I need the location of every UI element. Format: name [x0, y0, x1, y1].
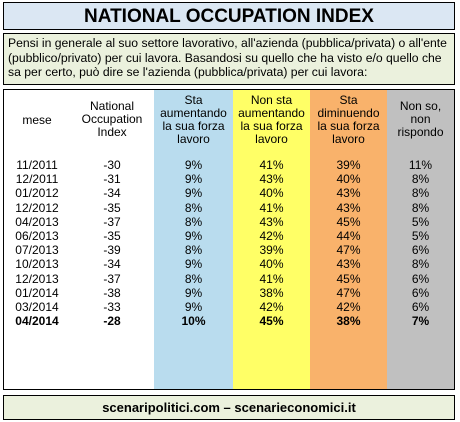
table-cell: 38%	[336, 314, 361, 329]
table-cell: 47%	[336, 285, 361, 300]
column-increasing-bg	[154, 90, 233, 389]
table-cell: 04/2013	[15, 214, 59, 229]
table-cell: -30	[103, 158, 121, 172]
table-cell: 44%	[336, 229, 361, 243]
table-cell: 7%	[411, 314, 430, 329]
table-cell: 01/2014	[15, 285, 59, 300]
table-cell: 9%	[184, 158, 203, 172]
table-cell: -28	[103, 314, 121, 329]
table-cell: 39%	[336, 158, 361, 172]
table-cell: 43%	[336, 186, 361, 201]
table-cell: 8%	[411, 200, 430, 215]
table-cell: 43%	[336, 257, 361, 272]
table-cell: 11/2011	[16, 158, 58, 172]
table-cell: 8%	[184, 243, 203, 258]
table-cell: 01/2012	[15, 186, 59, 201]
column-dontknow-bg	[387, 90, 454, 389]
table-cell: 8%	[411, 257, 430, 272]
table-cell: 8%	[184, 200, 203, 215]
table-cell: 12/2011	[15, 172, 59, 187]
table-cell: 07/2013	[15, 243, 59, 258]
table-cell: -31	[103, 172, 121, 187]
table-cell: 9%	[184, 300, 203, 314]
table-cell: 12/2013	[15, 271, 59, 286]
table-cell: 10%	[181, 314, 206, 329]
table-cell: 10/2013	[15, 257, 59, 272]
table-cell: -37	[103, 271, 121, 286]
header-increasing: Sta aumentando la sua forza lavoro	[160, 93, 227, 146]
table-cell: -35	[103, 200, 121, 215]
table-cell: 43%	[259, 172, 284, 187]
table-cell: 11%	[408, 158, 433, 172]
table-cell: 42%	[336, 300, 361, 314]
table-cell: 9%	[184, 257, 203, 272]
table-cell: 04/2014	[15, 314, 59, 329]
table-cell: 40%	[259, 186, 284, 201]
table-cell: -33	[103, 300, 121, 314]
page-title: NATIONAL OCCUPATION INDEX	[3, 2, 455, 30]
table-cell: 41%	[259, 271, 284, 286]
table-cell: 38%	[259, 285, 284, 300]
table-cell: 41%	[259, 158, 284, 172]
occupation-index-table: mese National Occupation Index Sta aumenta…	[3, 89, 455, 390]
column-decreasing-bg	[310, 90, 387, 389]
header-mese: mese	[22, 113, 52, 127]
table-cell: 9%	[184, 285, 203, 300]
survey-question: Pensi in generale al suo settore lavorat…	[3, 33, 455, 85]
table-cell: 42%	[259, 229, 284, 243]
table-cell: 47%	[336, 243, 361, 258]
table-cell: 40%	[259, 257, 284, 272]
table-cell: 6%	[411, 271, 430, 286]
table-cell: 12/2012	[15, 200, 59, 215]
table-cell: 8%	[411, 172, 430, 187]
table-cell: -38	[103, 285, 121, 300]
table-cell: 40%	[336, 172, 361, 187]
table-cell: 03/2014	[15, 300, 59, 314]
table-cell: 8%	[184, 271, 203, 286]
table-cell: 6%	[411, 300, 430, 314]
table-cell: 5%	[411, 229, 430, 243]
source-footer: scenaripolitici.com – scenarieconomici.i…	[3, 395, 455, 420]
header-decreasing: Sta diminuendo la sua forza lavoro	[317, 93, 380, 146]
table-cell: 8%	[411, 186, 430, 201]
table-cell: 8%	[184, 214, 203, 229]
table-cell: -37	[103, 214, 121, 229]
table-cell: 45%	[336, 214, 361, 229]
table-cell: 9%	[184, 186, 203, 201]
table-cell: 6%	[411, 285, 430, 300]
header-national-occupation-index: National Occupation Index	[81, 99, 143, 139]
table-cell: -34	[103, 257, 121, 272]
table-cell: 41%	[259, 200, 284, 215]
table-cell: -34	[103, 186, 121, 201]
table-cell: -39	[103, 243, 121, 258]
header-dont-know: Non so, non rispondo	[397, 99, 444, 139]
table-cell: 42%	[259, 300, 284, 314]
table-cell: 5%	[411, 214, 430, 229]
table-cell: 43%	[336, 200, 361, 215]
table-cell: 43%	[259, 214, 284, 229]
column-stable-bg	[233, 90, 310, 389]
table-cell: 9%	[184, 172, 203, 187]
table-cell: 39%	[259, 243, 284, 258]
header-not-increasing: Non sta aumentando la sua forza lavoro	[238, 93, 305, 146]
table-cell: -35	[103, 229, 121, 243]
table-cell: 6%	[411, 243, 430, 258]
table-cell: 9%	[184, 229, 203, 243]
table-cell: 45%	[259, 314, 284, 329]
table-cell: 45%	[336, 271, 361, 286]
table-cell: 06/2013	[15, 229, 59, 243]
